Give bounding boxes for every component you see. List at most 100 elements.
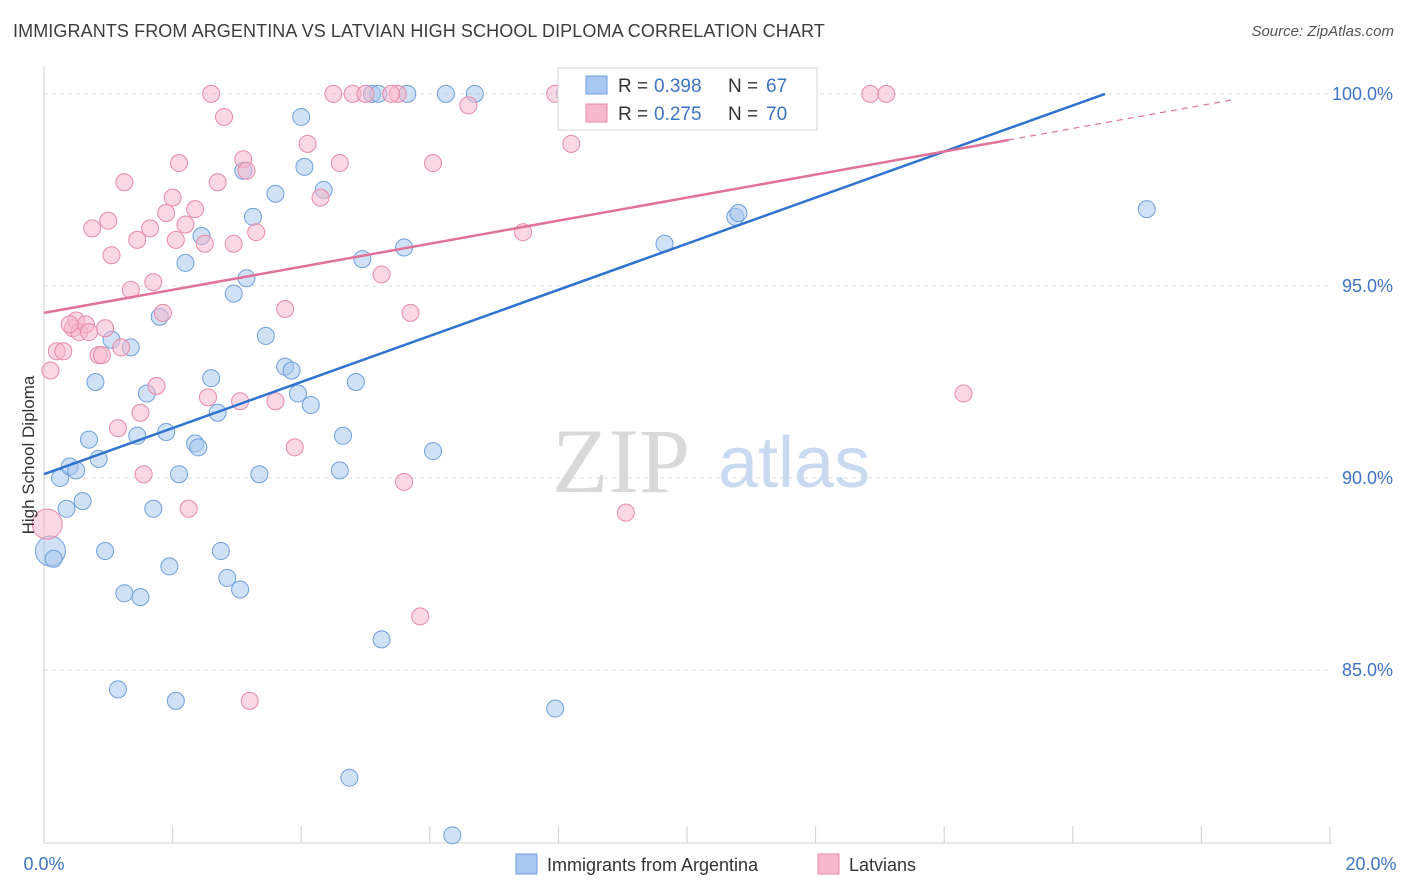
point-argentina <box>86 373 105 392</box>
point-argentina <box>443 826 462 845</box>
point-latvians <box>459 96 478 115</box>
point-argentina <box>546 699 565 718</box>
point-latvians <box>382 84 401 103</box>
point-latvians <box>115 173 134 192</box>
point-latvians <box>202 84 221 103</box>
point-latvians <box>96 319 115 338</box>
point-argentina <box>256 326 275 345</box>
point-latvians <box>324 84 343 103</box>
point-latvians <box>144 273 163 292</box>
axes <box>43 67 1332 844</box>
y-tick-label: 90.0% <box>1342 468 1393 488</box>
point-argentina <box>211 542 230 561</box>
x-tick-label-max: 20.0% <box>1345 854 1396 874</box>
point-latvians <box>134 465 153 484</box>
point-latvians <box>954 384 973 403</box>
trend-lines <box>43 92 1234 476</box>
point-latvians <box>562 134 581 153</box>
point-latvians <box>60 315 79 334</box>
point-latvians <box>112 338 131 357</box>
point-argentina <box>176 253 195 272</box>
legend-n-label-argentina: N = <box>728 76 758 97</box>
point-argentina <box>292 107 311 126</box>
point-latvians <box>356 84 375 103</box>
point-latvians <box>330 154 349 173</box>
legend-swatch-argentina <box>585 75 608 95</box>
point-argentina <box>166 691 185 710</box>
watermark: ZIP atlas <box>552 410 870 512</box>
point-latvians <box>372 265 391 284</box>
point-latvians <box>166 230 185 249</box>
point-latvians <box>108 419 127 438</box>
point-argentina <box>330 461 349 480</box>
trend-line-latvians-extension <box>1008 99 1234 141</box>
point-latvians <box>237 161 256 180</box>
point-latvians <box>311 188 330 207</box>
series-legend: Immigrants from Argentina Latvians <box>515 853 916 875</box>
point-latvians <box>186 200 205 219</box>
point-latvians <box>92 346 111 365</box>
legend-r-label-latvians: R = <box>618 104 648 125</box>
y-axis-label: High School Diploma <box>19 375 38 534</box>
point-latvians <box>128 230 147 249</box>
point-latvians <box>80 323 99 342</box>
watermark-atlas: atlas <box>718 423 870 503</box>
point-latvians <box>298 134 317 153</box>
point-argentina <box>250 465 269 484</box>
legend-n-label-latvians: N = <box>728 104 758 125</box>
y-tick-label: 85.0% <box>1342 660 1393 680</box>
point-latvians <box>401 303 420 322</box>
point-argentina <box>189 438 208 457</box>
point-latvians <box>179 499 198 518</box>
point-latvians <box>861 84 880 103</box>
point-latvians <box>395 472 414 491</box>
point-latvians <box>247 223 266 242</box>
legend-n-value-latvians: 70 <box>766 104 787 125</box>
point-argentina <box>202 369 221 388</box>
legend-n-value-argentina: 67 <box>766 76 787 97</box>
point-argentina <box>333 426 352 445</box>
point-latvians <box>147 376 166 395</box>
point-argentina <box>436 84 455 103</box>
bottom-legend-label-argentina: Immigrants from Argentina <box>547 855 759 875</box>
point-argentina <box>288 384 307 403</box>
chart-title: IMMIGRANTS FROM ARGENTINA VS LATVIAN HIG… <box>13 21 825 41</box>
point-latvians <box>170 154 189 173</box>
x-tick-label-min: 0.0% <box>23 854 64 874</box>
point-argentina <box>57 499 76 518</box>
source-credit: Source: ZipAtlas.com <box>1251 23 1394 40</box>
legend-swatch-latvians <box>585 103 608 123</box>
y-tick-label: 100.0% <box>1332 84 1393 104</box>
point-argentina <box>346 373 365 392</box>
bottom-legend-swatch-argentina <box>515 853 538 875</box>
point-argentina <box>218 568 237 587</box>
point-argentina <box>729 203 748 222</box>
point-latvians <box>41 361 60 380</box>
point-argentina <box>1137 200 1156 219</box>
point-argentina <box>243 207 262 226</box>
trend-line-argentina <box>43 92 1106 476</box>
point-latvians <box>215 107 234 126</box>
y-tick-labels: 85.0% 90.0% 95.0% 100.0% <box>1332 84 1393 680</box>
point-argentina <box>96 542 115 561</box>
y-tick-label: 95.0% <box>1342 276 1393 296</box>
point-argentina <box>301 396 320 415</box>
point-latvians <box>31 508 63 540</box>
point-argentina <box>266 184 285 203</box>
point-argentina <box>372 630 391 649</box>
legend-r-value-argentina: 0.398 <box>654 76 702 97</box>
point-latvians <box>411 607 430 626</box>
point-latvians <box>83 219 102 238</box>
point-argentina <box>108 680 127 699</box>
bottom-legend-swatch-latvians <box>817 853 840 875</box>
point-latvians <box>276 300 295 319</box>
bottom-legend-label-latvians: Latvians <box>849 855 916 875</box>
point-latvians <box>424 154 443 173</box>
point-argentina <box>131 588 150 607</box>
point-latvians <box>877 84 896 103</box>
legend-r-label-argentina: R = <box>618 76 648 97</box>
point-latvians <box>131 403 150 422</box>
point-argentina <box>295 157 314 176</box>
point-latvians <box>266 392 285 411</box>
series-latvians-points <box>31 84 973 710</box>
